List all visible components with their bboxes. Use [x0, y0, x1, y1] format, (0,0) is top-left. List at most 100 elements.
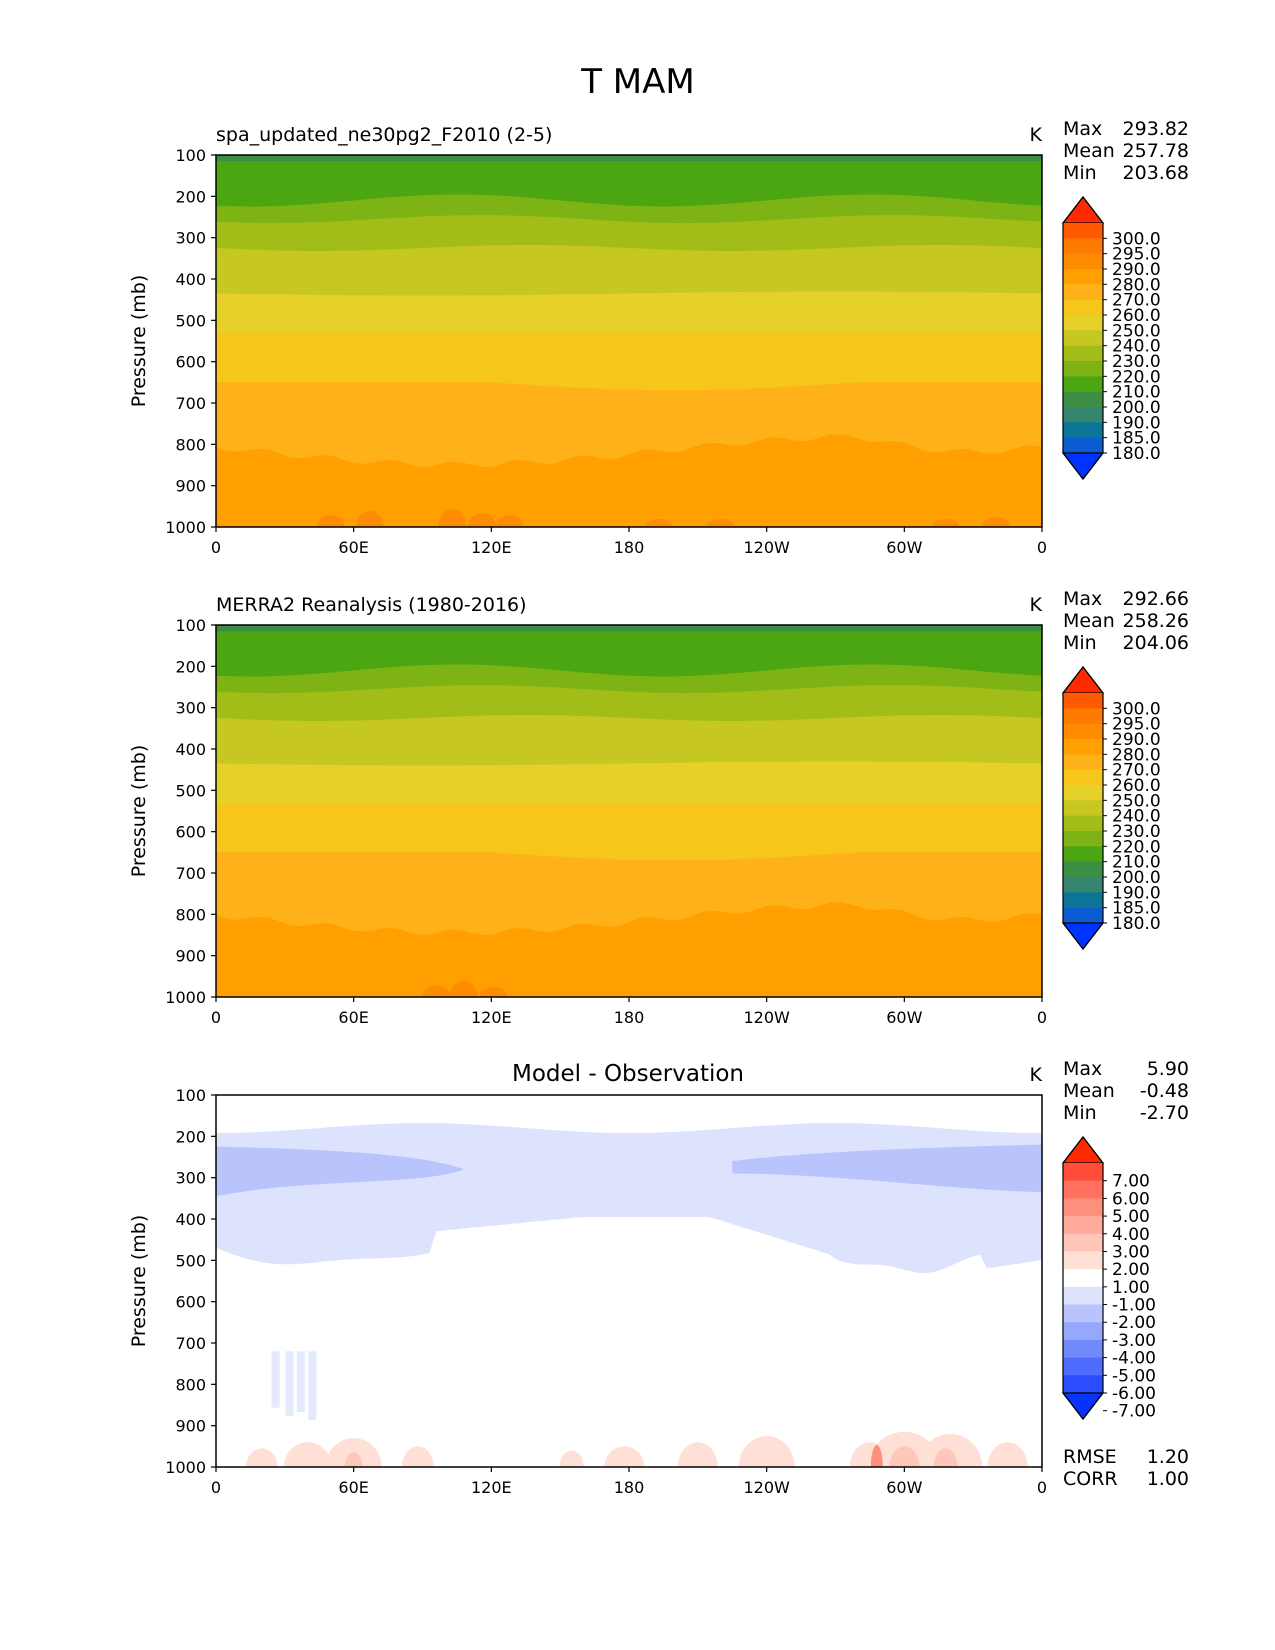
x-axis: 0 60E 120E 180 120W 60W 0 [211, 1467, 1047, 1497]
ylabel: Pressure (mb) [128, 275, 150, 408]
x-tick-label: 120E [471, 1008, 512, 1027]
colorbar-swatch [1063, 407, 1103, 423]
colorbar-extend-high [1061, 666, 1105, 694]
panel-difference: Model - Observation K Pressure (mb) 100 2… [128, 1058, 1189, 1497]
panel-title: Model - Observation [512, 1061, 744, 1087]
colorbar-swatch [1063, 1216, 1103, 1235]
y-tick-label: 700 [175, 1334, 206, 1353]
x-tick-label: 60E [338, 1478, 368, 1497]
y-axis: 100 200 300 400 500 600 700 800 900 1000 [165, 616, 216, 1007]
colorbar-swatch [1063, 299, 1103, 316]
stat-min-value: 203.68 [1123, 162, 1189, 184]
stat-mean-value: 257.78 [1123, 140, 1189, 162]
colorbar-extend-low [1061, 922, 1105, 950]
colorbar-label: 300.0 [1112, 699, 1161, 719]
y-tick-label: 600 [175, 1293, 206, 1312]
colorbar-label: 7.00 [1112, 1172, 1150, 1192]
colorbar-label: 190.0 [1112, 883, 1161, 903]
panel-title: spa_updated_ne30pg2_F2010 (2-5) [216, 124, 552, 146]
colorbar-label: 250.0 [1112, 321, 1161, 341]
colorbar-label: 290.0 [1112, 730, 1161, 750]
colorbar-swatch [1063, 1198, 1103, 1217]
y-tick-label: 1000 [165, 988, 206, 1007]
contour-band [449, 981, 478, 997]
y-tick-label: 800 [175, 905, 206, 924]
colorbar-swatch [1063, 238, 1103, 255]
colorbar-label: 4.00 [1112, 1225, 1150, 1245]
colorbar-swatch [1063, 1357, 1103, 1376]
colorbar: 300.0295.0290.0280.0270.0260.0250.0240.0… [1061, 666, 1161, 950]
stat-max-value: 5.90 [1147, 1058, 1189, 1080]
ylabel: Pressure (mb) [128, 1215, 150, 1348]
stat-corr-label: CORR [1063, 1468, 1118, 1490]
x-tick-label: 0 [211, 1478, 221, 1497]
x-tick-label: 180 [614, 1478, 645, 1497]
contour-band [604, 1446, 645, 1467]
colorbar-label: 240.0 [1112, 807, 1161, 827]
colorbar-swatch [1063, 831, 1103, 847]
colorbar-label: 260.0 [1112, 776, 1161, 796]
colorbar-swatch [1063, 769, 1103, 786]
colorbar-swatch [1063, 1163, 1103, 1182]
y-tick-label: 400 [175, 1210, 206, 1229]
stat-min-label: Min [1063, 1102, 1097, 1124]
y-tick-label: 300 [175, 1169, 206, 1188]
colorbar-swatch [1063, 1375, 1103, 1394]
colorbar-swatch [1063, 1269, 1103, 1288]
colorbar-label: 230.0 [1112, 822, 1161, 842]
colorbar-label: 210.0 [1112, 853, 1161, 873]
y-tick-label: 800 [175, 435, 206, 454]
colorbar-swatch [1063, 815, 1103, 832]
contour-band [706, 519, 735, 527]
stat-min-label: Min [1063, 632, 1097, 654]
y-tick-label: 600 [175, 823, 206, 842]
colorbar-label: 1.00 [1112, 1278, 1150, 1298]
colorbar-label: 190.0 [1112, 413, 1161, 433]
colorbar-label: 295.0 [1112, 245, 1161, 265]
contour-band [738, 1436, 795, 1467]
ylabel: Pressure (mb) [128, 745, 150, 878]
contour-band [285, 1351, 294, 1417]
units-label: K [1030, 594, 1043, 616]
stat-max-label: Max [1063, 118, 1102, 140]
x-tick-label: 180 [614, 1008, 645, 1027]
contour-band [422, 985, 451, 997]
x-tick-label: 0 [211, 1008, 221, 1027]
colorbar-swatch [1063, 739, 1103, 755]
x-tick-label: 120E [471, 1478, 512, 1497]
contour-band [308, 1351, 317, 1421]
colorbar-extend-high [1061, 196, 1105, 224]
colorbar-swatch [1063, 892, 1103, 909]
panel-title: MERRA2 Reanalysis (1980-2016) [216, 594, 527, 616]
colorbar-label: -6.00 [1112, 1384, 1156, 1404]
x-tick-label: 120W [743, 1478, 790, 1497]
contour-band [495, 515, 524, 527]
stat-max-value: 293.82 [1123, 118, 1189, 140]
colorbar-label: -7.00 [1112, 1402, 1156, 1422]
colorbar-label: 220.0 [1112, 367, 1161, 387]
y-axis: 100 200 300 400 500 600 700 800 900 1000 [165, 146, 216, 537]
colorbar-label: 250.0 [1112, 791, 1161, 811]
colorbar-label: 260.0 [1112, 306, 1161, 326]
colorbar-swatch [1063, 1180, 1103, 1199]
x-axis: 0 60E 120E 180 120W 60W 0 [211, 997, 1047, 1027]
colorbar-label: -3.00 [1112, 1331, 1156, 1351]
colorbar-label: 220.0 [1112, 837, 1161, 857]
colorbar-swatch [1063, 422, 1103, 439]
y-tick-label: 100 [175, 616, 206, 635]
stat-mean-label: Mean [1063, 1080, 1115, 1102]
y-tick-label: 300 [175, 229, 206, 248]
colorbar-swatch [1063, 861, 1103, 878]
contour-band [732, 1144, 1042, 1193]
colorbar-swatch [1063, 315, 1103, 331]
contour-band [216, 434, 1042, 527]
contour-fill [216, 155, 1042, 527]
colorbar-swatch [1063, 907, 1103, 924]
y-tick-label: 200 [175, 1127, 206, 1146]
x-tick-label: 60W [886, 1008, 922, 1027]
stats-block: Max 292.66 Mean 258.26 Min 204.06 [1063, 588, 1189, 654]
colorbar-label: 200.0 [1112, 868, 1161, 888]
contour-band [987, 1442, 1028, 1467]
x-tick-label: 120W [743, 538, 790, 557]
